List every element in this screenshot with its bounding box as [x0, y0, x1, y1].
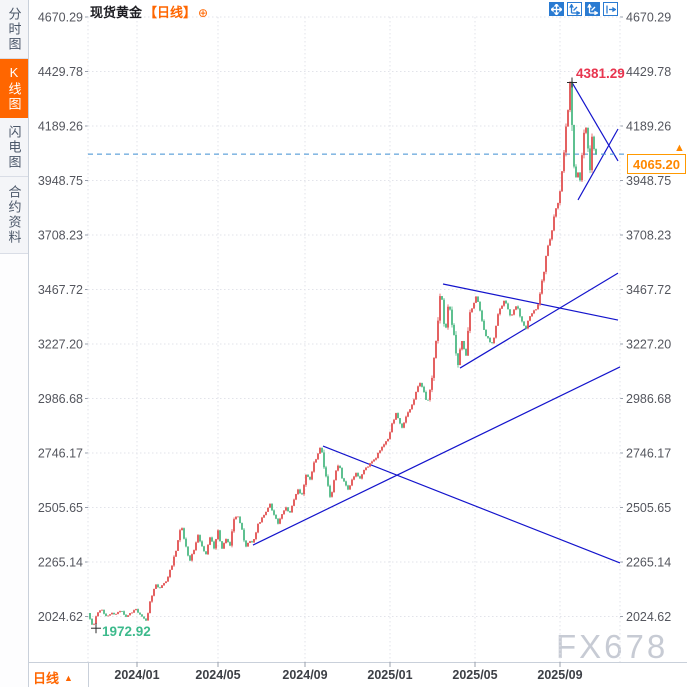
svg-text:3708.23: 3708.23 — [38, 228, 83, 242]
axis-scale-active-icon[interactable] — [585, 2, 600, 16]
fx678-watermark: FX678 — [556, 628, 669, 665]
sidebar-tab-time-chart[interactable]: 分时图 — [0, 0, 28, 59]
period-selector[interactable]: 日线 ▲ — [33, 668, 73, 687]
marked-low-price-label: 1972.92 — [102, 624, 151, 639]
symbol-name: 现货黄金 — [90, 5, 143, 20]
axis-scale-icon[interactable] — [567, 2, 582, 16]
svg-text:2024.62: 2024.62 — [38, 610, 83, 624]
period-dropdown-arrow-icon: ▲ — [64, 672, 73, 683]
svg-text:2505.65: 2505.65 — [626, 501, 671, 515]
sidebar-tab-lightning-chart[interactable]: 闪电图 — [0, 118, 28, 177]
svg-text:2986.68: 2986.68 — [38, 392, 83, 406]
svg-text:3948.75: 3948.75 — [626, 174, 671, 188]
bottom-bar-divider-2 — [88, 663, 89, 687]
sidebar: 分时图 K线图 闪电图 合约资料 — [0, 0, 29, 687]
svg-text:4189.26: 4189.26 — [626, 119, 671, 133]
svg-text:2265.14: 2265.14 — [626, 555, 671, 569]
price-up-arrow-icon: ▲ — [674, 142, 685, 154]
svg-text:2024/09: 2024/09 — [282, 668, 327, 682]
svg-text:2024/01: 2024/01 — [114, 668, 159, 682]
svg-text:2746.17: 2746.17 — [38, 446, 83, 460]
svg-text:3467.72: 3467.72 — [626, 283, 671, 297]
svg-text:2024.62: 2024.62 — [626, 610, 671, 624]
svg-text:2025/01: 2025/01 — [367, 668, 412, 682]
svg-text:3948.75: 3948.75 — [38, 174, 83, 188]
svg-text:2986.68: 2986.68 — [626, 392, 671, 406]
chart-title: 现货黄金 【日线】 ⊕ — [90, 2, 209, 20]
svg-text:4189.26: 4189.26 — [38, 119, 83, 133]
bottom-axis-bar — [0, 662, 687, 687]
svg-text:2746.17: 2746.17 — [626, 446, 671, 460]
svg-text:2025/05: 2025/05 — [452, 668, 497, 682]
svg-text:4670.29: 4670.29 — [38, 11, 83, 25]
period-selector-label: 日线 — [33, 671, 60, 686]
svg-text:4429.78: 4429.78 — [38, 65, 83, 79]
sidebar-tab-kline-chart[interactable]: K线图 — [0, 59, 28, 118]
marked-high-price-label: 4381.29 — [576, 66, 625, 81]
current-price-box: 4065.20 — [627, 154, 686, 174]
period-tag: 【日线】 — [144, 5, 197, 20]
sidebar-tab-contract-info[interactable]: 合约资料 — [0, 177, 28, 254]
move-crosshair-icon[interactable] — [549, 2, 564, 16]
svg-text:2025/09: 2025/09 — [537, 668, 582, 682]
svg-text:3467.72: 3467.72 — [38, 283, 83, 297]
svg-text:2024/05: 2024/05 — [195, 668, 240, 682]
chart-toolbar — [549, 2, 618, 16]
svg-text:4670.29: 4670.29 — [626, 11, 671, 25]
pan-right-icon[interactable] — [603, 2, 618, 16]
svg-text:3227.20: 3227.20 — [626, 337, 671, 351]
svg-text:3227.20: 3227.20 — [38, 337, 83, 351]
svg-text:2265.14: 2265.14 — [38, 555, 83, 569]
svg-text:4429.78: 4429.78 — [626, 65, 671, 79]
svg-text:3708.23: 3708.23 — [626, 228, 671, 242]
add-indicator-icon[interactable]: ⊕ — [198, 6, 209, 20]
svg-text:2505.65: 2505.65 — [38, 501, 83, 515]
